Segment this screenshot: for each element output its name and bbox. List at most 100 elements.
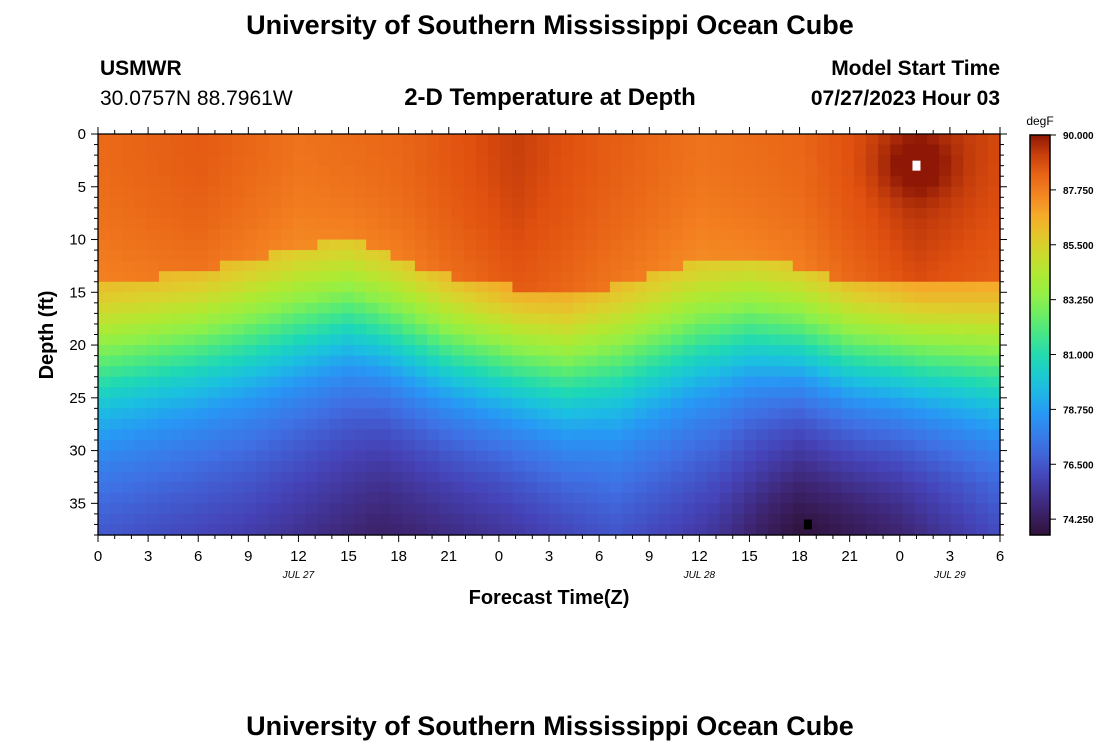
heatmap-cell <box>963 408 977 420</box>
heatmap-cell <box>500 387 514 399</box>
heatmap-cell <box>256 186 270 198</box>
heatmap-cell <box>244 281 258 293</box>
heatmap-cell <box>951 197 965 209</box>
heatmap-cell <box>280 492 294 504</box>
heatmap-cell <box>756 461 770 473</box>
heatmap-cell <box>451 366 465 378</box>
heatmap-cell <box>670 418 684 431</box>
heatmap-cell <box>549 524 562 536</box>
heatmap-cell <box>561 461 574 473</box>
heatmap-cell <box>890 228 904 241</box>
heatmap-cell <box>914 366 928 378</box>
heatmap-cell <box>951 334 965 346</box>
heatmap-cell <box>305 144 319 156</box>
heatmap-cell <box>256 218 270 230</box>
heatmap-cell <box>305 471 319 483</box>
heatmap-cell <box>768 408 782 420</box>
heatmap-cell <box>987 155 1001 167</box>
heatmap-cell <box>268 197 282 209</box>
heatmap-cell <box>378 302 392 314</box>
heatmap-cell <box>792 503 806 515</box>
heatmap-cell <box>878 228 891 241</box>
heatmap-cell <box>500 492 514 504</box>
x-tick-label: 9 <box>244 548 252 565</box>
heatmap-cell <box>98 450 111 462</box>
heatmap-cell <box>451 503 465 515</box>
heatmap-cell <box>695 482 709 494</box>
heatmap-cell <box>683 250 696 262</box>
heatmap-cell <box>439 176 453 188</box>
heatmap-cell <box>622 408 635 420</box>
heatmap-cell <box>536 334 550 346</box>
heatmap-cell <box>183 207 197 220</box>
heatmap-cell <box>670 250 684 262</box>
heatmap-cell <box>585 376 599 388</box>
heatmap-cell <box>183 397 197 409</box>
heatmap-cell <box>451 461 465 473</box>
heatmap-cell <box>183 313 197 325</box>
heatmap-cell <box>658 366 672 378</box>
heatmap-cell <box>366 345 379 357</box>
heatmap-cell <box>329 228 343 241</box>
heatmap-cell <box>329 176 343 188</box>
heatmap-cell <box>183 292 197 304</box>
heatmap-cell <box>219 144 233 156</box>
heatmap-cell <box>744 176 757 188</box>
heatmap-cell <box>634 281 648 293</box>
heatmap-cell <box>914 492 928 504</box>
heatmap-cell <box>902 281 916 293</box>
heatmap-cell <box>366 471 379 483</box>
heatmap-cell <box>756 281 770 293</box>
heatmap-cell <box>634 461 648 473</box>
heatmap-cell <box>561 334 574 346</box>
heatmap-cell <box>329 334 343 346</box>
heatmap-cell <box>804 471 818 483</box>
heatmap-cell <box>305 503 319 515</box>
heatmap-cell <box>817 176 830 188</box>
heatmap-cell <box>951 302 965 314</box>
heatmap-cell <box>865 429 879 441</box>
heatmap-cell <box>353 271 367 283</box>
heatmap-cell <box>207 471 221 483</box>
heatmap-cell <box>329 376 343 388</box>
heatmap-cell <box>463 292 477 304</box>
heatmap-cell <box>585 450 599 462</box>
heatmap-cell <box>329 471 343 483</box>
heatmap-cell <box>756 176 770 188</box>
heatmap-cell <box>549 271 562 283</box>
heatmap-cell <box>378 471 392 483</box>
heatmap-cell <box>256 492 270 504</box>
heatmap-cell <box>719 461 733 473</box>
heatmap-cell <box>256 281 270 293</box>
heatmap-cell <box>402 323 416 336</box>
heatmap-cell <box>622 461 635 473</box>
heatmap-cell <box>488 313 501 325</box>
heatmap-cell <box>585 313 599 325</box>
heatmap-cell <box>475 334 489 346</box>
heatmap-cell <box>658 503 672 515</box>
heatmap-cell <box>122 471 136 483</box>
heatmap-cell <box>305 334 319 346</box>
heatmap-cell <box>524 207 538 220</box>
heatmap-cell <box>232 250 245 262</box>
heatmap-cell <box>829 429 843 441</box>
heatmap-cell <box>573 376 587 388</box>
heatmap-cell <box>280 281 294 293</box>
heatmap-cell <box>183 165 197 177</box>
heatmap-cell <box>390 239 404 251</box>
x-tick-label: 6 <box>194 548 202 565</box>
heatmap-cell <box>110 387 123 399</box>
heatmap-cell <box>475 440 489 452</box>
heatmap-cell <box>317 376 331 388</box>
heatmap-cell <box>878 197 891 209</box>
heatmap-cell <box>768 165 782 177</box>
heatmap-cell <box>768 155 782 167</box>
heatmap-cell <box>414 155 428 167</box>
heatmap-cell <box>280 397 294 409</box>
heatmap-cell <box>536 271 550 283</box>
heatmap-cell <box>597 345 611 357</box>
heatmap-cell <box>390 155 404 167</box>
heatmap-cell <box>975 218 989 230</box>
heatmap-cell <box>597 239 611 251</box>
heatmap-cell <box>427 492 440 504</box>
